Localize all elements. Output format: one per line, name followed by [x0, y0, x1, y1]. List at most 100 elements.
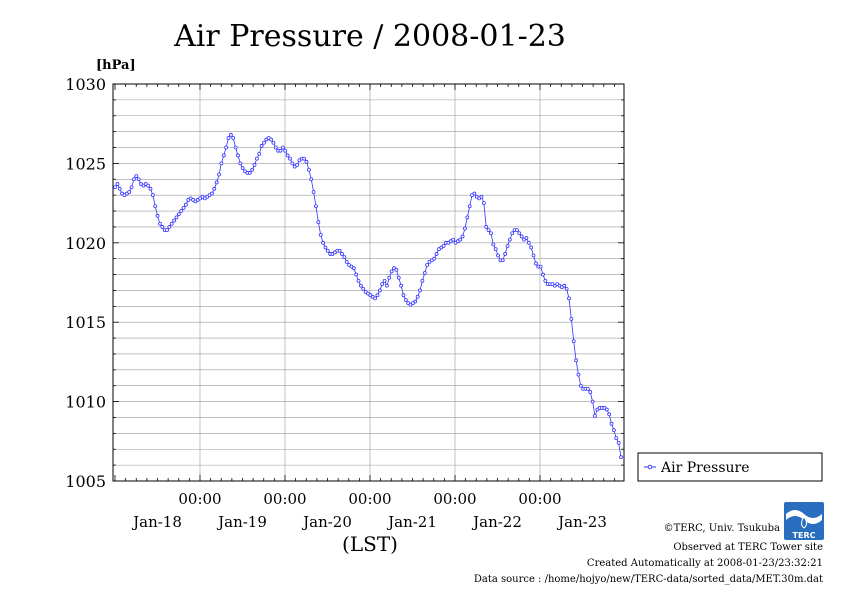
data-point: [113, 185, 117, 190]
data-point: [262, 140, 266, 145]
data-point: [340, 252, 344, 256]
data-point: [524, 236, 529, 240]
data-point: [271, 140, 276, 145]
data-point: [425, 263, 430, 267]
data-point: [517, 231, 522, 236]
data-point: [531, 253, 536, 258]
x-tick-date-label: Jan-21: [386, 513, 437, 531]
x-tick-time-label: 00:00: [263, 490, 306, 508]
data-point: [519, 234, 524, 239]
y-axis-unit: [hPa]: [96, 58, 136, 73]
data-point: [150, 193, 155, 198]
credit-created: Created Automatically at 2008-01-23/23:3…: [587, 558, 823, 569]
data-point: [604, 407, 609, 412]
data-point: [571, 339, 576, 344]
x-tick-time-label: 00:00: [348, 490, 391, 508]
data-point: [465, 215, 470, 220]
data-point: [273, 145, 278, 150]
data-point: [155, 213, 160, 218]
data-point: [385, 283, 389, 288]
data-point: [389, 269, 394, 274]
data-point: [181, 205, 186, 210]
data-point: [543, 279, 548, 283]
data-point: [586, 386, 590, 391]
data-point: [278, 148, 283, 153]
data-point: [217, 172, 221, 177]
data-point: [306, 167, 311, 172]
data-point: [288, 156, 292, 161]
credit-source: Data source : /home/hojyo/new/TERC-data/…: [474, 574, 823, 585]
data-point: [413, 299, 418, 304]
data-point: [401, 293, 406, 298]
data-point: [607, 412, 612, 417]
data-point: [238, 161, 243, 166]
data-point: [451, 237, 456, 242]
data-point: [321, 240, 325, 245]
data-point: [316, 220, 321, 225]
data-point: [252, 163, 257, 167]
logo-text: TERC: [793, 531, 816, 540]
data-point: [228, 132, 233, 137]
data-point: [507, 237, 512, 242]
data-point: [616, 440, 621, 445]
data-point: [136, 177, 141, 182]
grid: [113, 84, 624, 481]
data-point: [526, 240, 531, 245]
data-point: [342, 255, 347, 259]
credit-copyright: ©TERC, Univ. Tsukuba: [664, 523, 780, 534]
data-point: [619, 455, 623, 460]
data-point: [254, 156, 259, 161]
data-point: [302, 156, 307, 161]
legend-label: Air Pressure: [660, 460, 750, 476]
data-point: [214, 180, 219, 185]
data-point: [311, 190, 316, 194]
data-point: [533, 261, 538, 266]
data-point: [500, 258, 505, 263]
data-point: [361, 286, 366, 291]
terc-logo: TERC: [784, 502, 824, 540]
data-point: [569, 317, 574, 321]
data-point: [295, 163, 299, 167]
data-point: [458, 237, 463, 242]
data-point: [176, 212, 181, 217]
x-tick-time-label: 00:00: [433, 490, 476, 508]
y-axis: 1030 1025 1020 1015 1010 1005: [65, 75, 624, 491]
data-point: [359, 283, 363, 288]
x-axis-title: (LST): [342, 532, 398, 556]
series-points-air-pressure: [113, 132, 623, 460]
data-point: [115, 182, 120, 186]
chart-title: Air Pressure / 2008-01-23: [173, 19, 566, 54]
data-point: [590, 399, 595, 404]
data-point: [609, 421, 614, 426]
data-point: [481, 201, 486, 206]
data-point: [233, 145, 238, 150]
data-point: [153, 204, 158, 209]
data-point: [387, 275, 392, 280]
data-point: [418, 288, 422, 293]
data-point: [226, 136, 231, 140]
legend-marker: [647, 464, 653, 470]
data-point: [323, 245, 328, 250]
x-tick-date-label: Jan-20: [301, 513, 352, 531]
x-tick-date-label: Jan-18: [131, 513, 182, 531]
data-point: [167, 225, 172, 229]
data-point: [221, 153, 226, 158]
data-point: [325, 248, 330, 253]
data-point: [250, 167, 255, 172]
data-point: [210, 191, 214, 196]
data-point: [117, 186, 122, 191]
data-point: [269, 137, 273, 142]
data-point: [496, 253, 500, 258]
series-line-air-pressure: [114, 134, 622, 458]
data-point: [375, 293, 380, 298]
data-point: [318, 232, 323, 237]
data-point: [396, 275, 401, 280]
y-tick-label: 1020: [65, 234, 106, 253]
data-point: [148, 186, 153, 191]
data-point: [486, 228, 491, 233]
data-point: [484, 225, 489, 229]
data-point: [576, 372, 581, 377]
data-point: [467, 204, 472, 209]
data-point: [479, 194, 484, 199]
